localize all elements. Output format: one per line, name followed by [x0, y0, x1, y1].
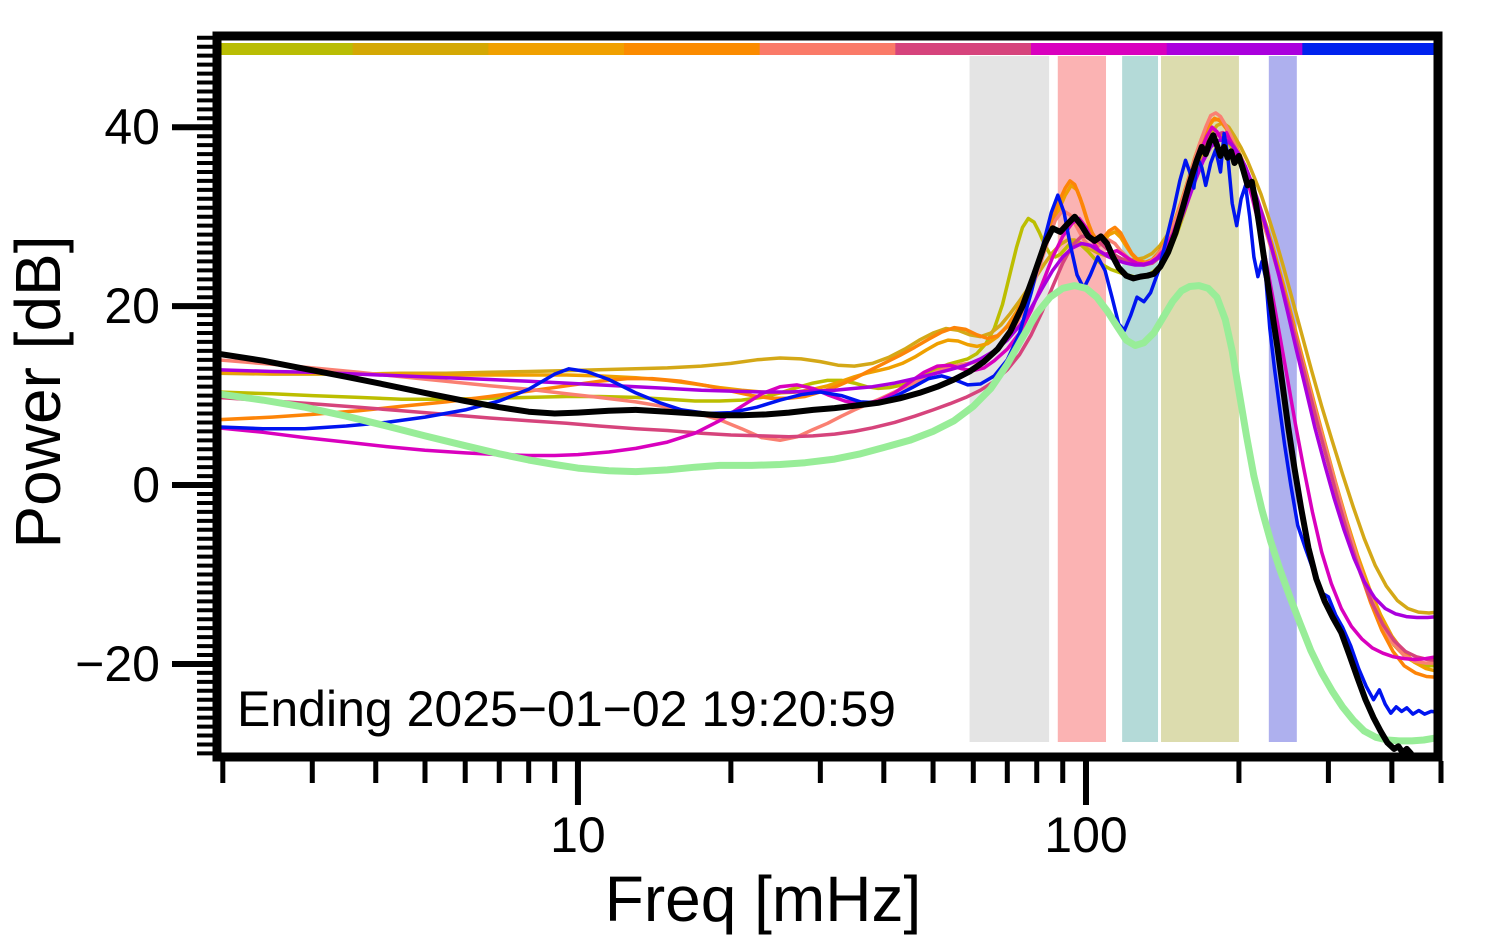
tick-labels: −20 0 20 40 10 100	[75, 99, 1128, 863]
spectra-curves	[217, 111, 1438, 757]
colorbar-segment-1	[217, 43, 354, 55]
y-tick-label: 40	[104, 99, 160, 155]
x-tick-label: 100	[1044, 807, 1127, 863]
y-tick-label: 20	[104, 278, 160, 334]
spectrum-reference-green	[217, 282, 1438, 745]
colorbar-segment-5	[759, 43, 896, 55]
colorbar-segment-6	[895, 43, 1032, 55]
colorbar-segment-3	[488, 43, 625, 55]
spectrum-blue	[217, 131, 1438, 716]
band-teal	[1122, 56, 1159, 742]
band-pink	[1057, 56, 1107, 742]
ending-timestamp-annotation: Ending 2025−01−02 19:20:59	[237, 681, 896, 737]
colorbar-segment-4	[624, 43, 761, 55]
colorbar-segment-8	[1166, 43, 1303, 55]
colorbar-segment-2	[352, 43, 489, 55]
spectrum-goldenrod	[217, 121, 1438, 615]
axis-ticks	[172, 35, 1444, 805]
colorbar-segment-9	[1302, 43, 1439, 55]
time-segment-colorbar	[217, 43, 1439, 55]
y-tick-label: 0	[132, 457, 160, 513]
y-axis-title: Power [dB]	[2, 235, 74, 549]
spectrum-mean-black	[217, 132, 1414, 757]
y-tick-label: −20	[75, 636, 160, 692]
x-axis-title: Freq [mHz]	[604, 863, 922, 935]
x-tick-label: 10	[550, 807, 606, 863]
colorbar-segment-7	[1031, 43, 1168, 55]
